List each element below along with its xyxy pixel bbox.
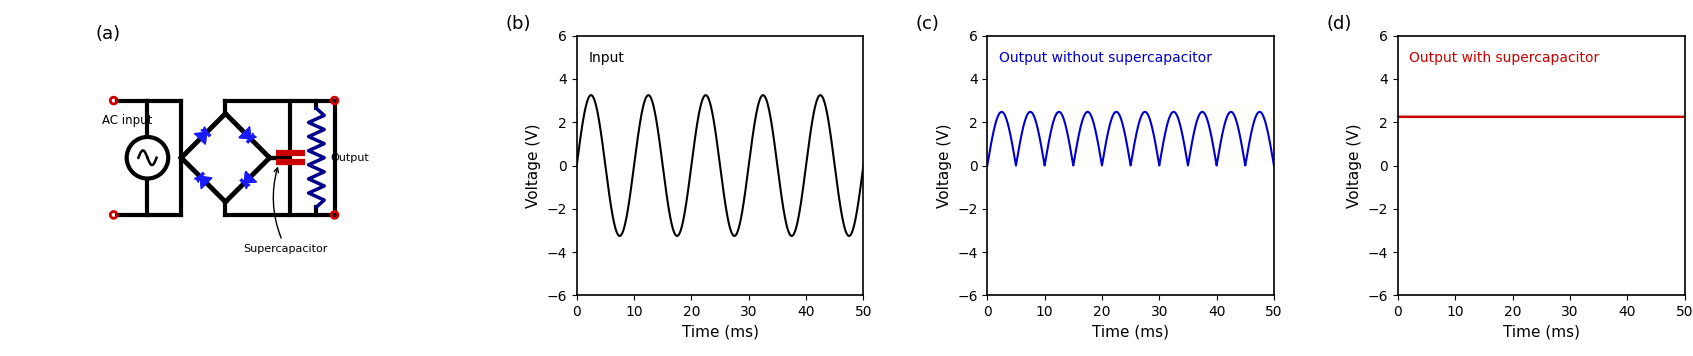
Text: Output without supercapacitor: Output without supercapacitor	[999, 51, 1212, 65]
Text: (b): (b)	[505, 15, 530, 33]
Circle shape	[127, 137, 168, 179]
Polygon shape	[195, 132, 207, 144]
Y-axis label: Voltage (V): Voltage (V)	[1348, 123, 1363, 208]
Text: Output with supercapacitor: Output with supercapacitor	[1409, 51, 1600, 65]
X-axis label: Time (ms): Time (ms)	[682, 325, 758, 340]
X-axis label: Time (ms): Time (ms)	[1092, 325, 1170, 340]
X-axis label: Time (ms): Time (ms)	[1503, 325, 1580, 340]
Text: Supercapacitor: Supercapacitor	[244, 168, 328, 253]
Y-axis label: Voltage (V): Voltage (V)	[936, 123, 951, 208]
Text: AC input: AC input	[102, 114, 152, 127]
Polygon shape	[244, 172, 256, 183]
Polygon shape	[200, 177, 212, 188]
Text: Output: Output	[330, 153, 369, 163]
Text: (d): (d)	[1326, 15, 1351, 33]
Polygon shape	[239, 127, 251, 139]
Y-axis label: Voltage (V): Voltage (V)	[527, 123, 542, 208]
Text: Input: Input	[587, 51, 625, 65]
Text: (c): (c)	[916, 15, 940, 33]
Text: (a): (a)	[95, 25, 120, 43]
